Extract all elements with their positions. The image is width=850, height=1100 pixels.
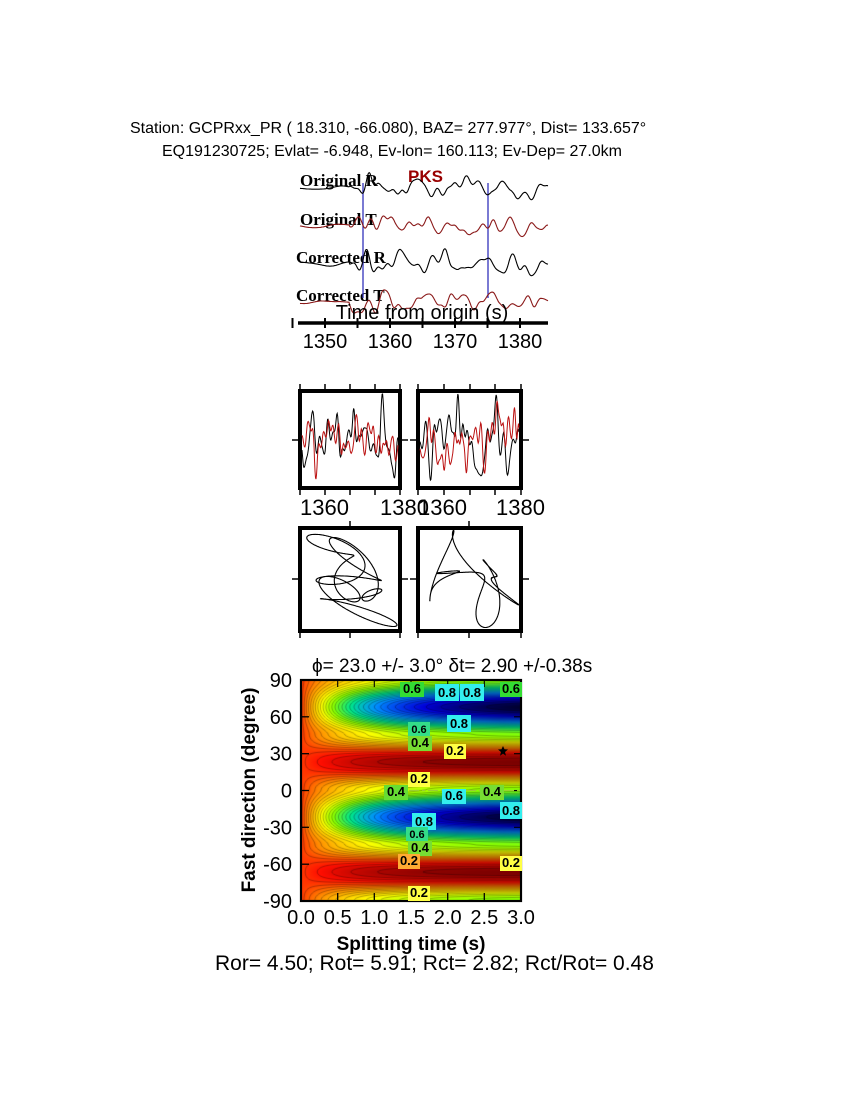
svg-text:Time from origin (s): Time from origin (s)	[336, 302, 509, 324]
svg-text:1360: 1360	[418, 495, 467, 520]
svg-text:1350: 1350	[303, 331, 348, 353]
svg-text:1370: 1370	[433, 331, 478, 353]
svg-text:Original T: Original T	[300, 210, 377, 229]
svg-text:1360: 1360	[368, 331, 413, 353]
svg-text:1380: 1380	[498, 331, 543, 353]
svg-text:PKS: PKS	[408, 167, 443, 186]
svg-text:1360: 1360	[300, 495, 349, 520]
svg-text:1380: 1380	[496, 495, 545, 520]
